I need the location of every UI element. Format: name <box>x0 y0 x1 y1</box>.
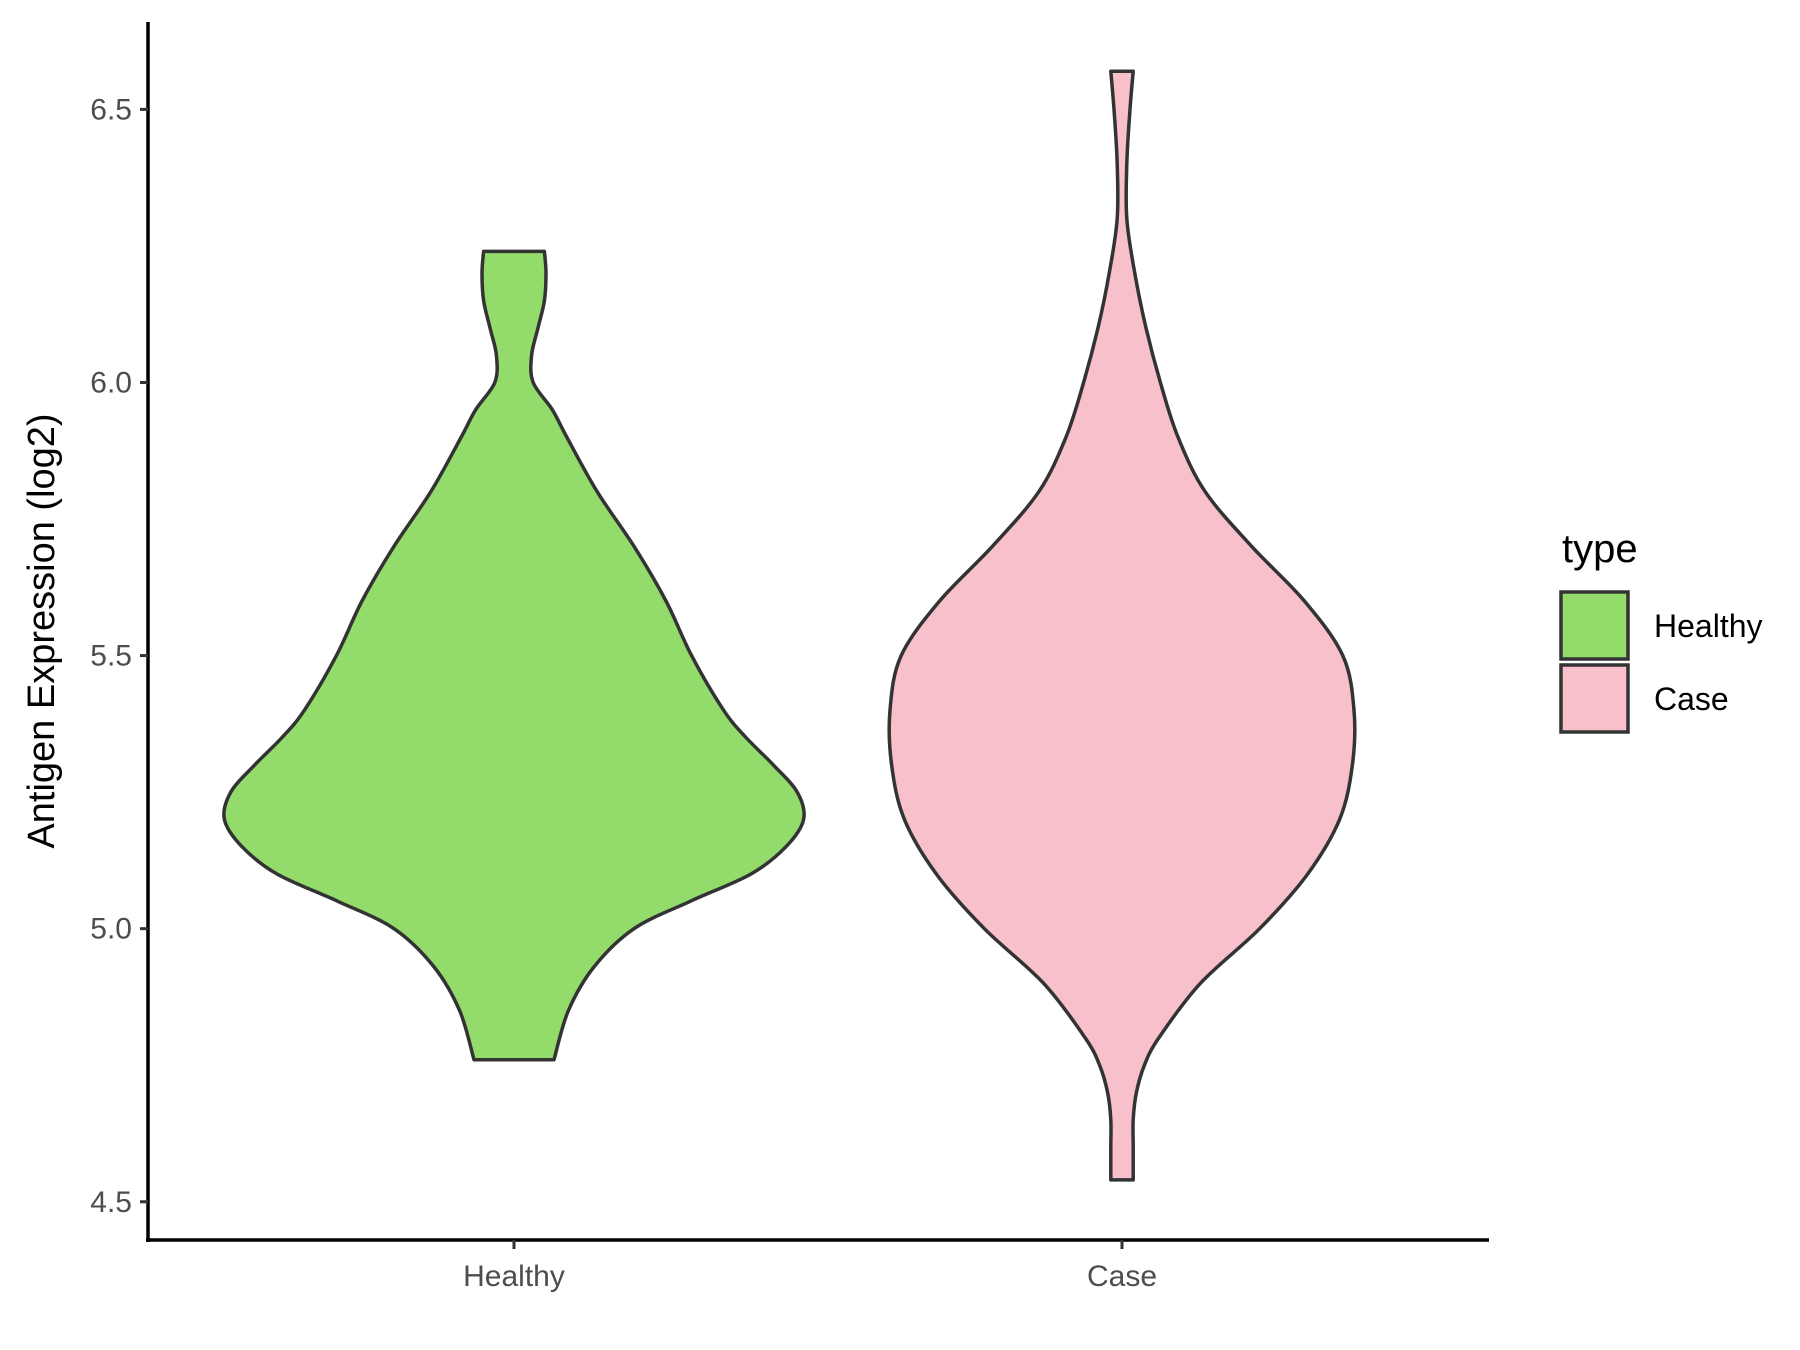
legend-swatch-healthy <box>1559 590 1630 661</box>
legend-label-healthy: Healthy <box>1654 608 1763 644</box>
axes: 4.5 5.0 5.5 6.0 6.5 Healthy Case <box>90 22 1489 1293</box>
x-tick-label: Case <box>1087 1260 1157 1293</box>
violin-case <box>887 69 1357 1182</box>
y-tick-label: 6.0 <box>90 366 132 399</box>
legend-swatch-case <box>1559 663 1630 734</box>
y-axis-title: Antigen Expression (log2) <box>21 413 63 848</box>
legend-title: type <box>1562 527 1638 571</box>
legend: type Healthy Case <box>1559 527 1763 734</box>
y-tick-label: 6.5 <box>90 93 132 126</box>
legend-items: Healthy Case <box>1559 590 1763 734</box>
y-tick-label: 5.0 <box>90 913 132 946</box>
x-ticks: Healthy Case <box>463 1240 1157 1293</box>
x-tick-label: Healthy <box>463 1260 565 1293</box>
violin-healthy <box>222 249 806 1062</box>
y-tick-label: 5.5 <box>90 640 132 673</box>
legend-label-case: Case <box>1654 681 1729 717</box>
violins <box>222 69 1357 1182</box>
y-ticks: 4.5 5.0 5.5 6.0 6.5 <box>90 93 148 1219</box>
y-tick-label: 4.5 <box>90 1186 132 1219</box>
